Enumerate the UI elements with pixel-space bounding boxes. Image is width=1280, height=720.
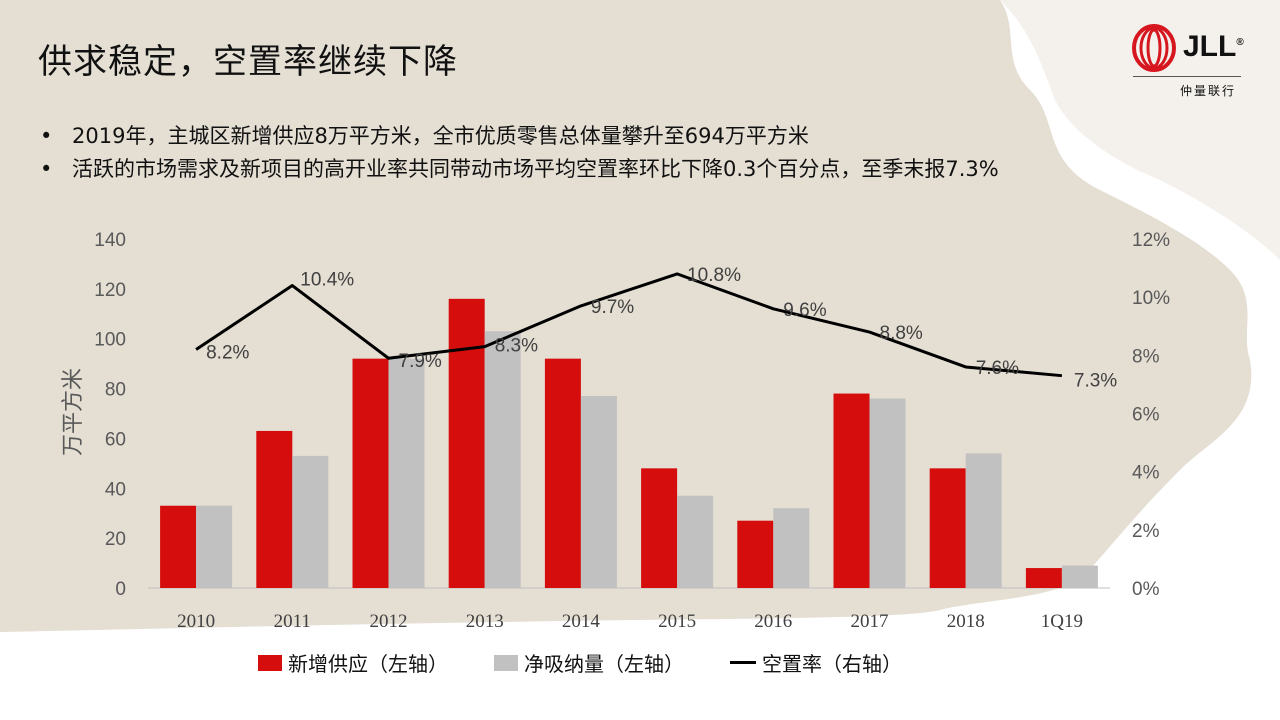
logo-wordmark: JLL®: [1183, 30, 1244, 63]
legend-item-absorption: 净吸纳量（左轴）: [494, 648, 684, 677]
bar-supply: [929, 468, 966, 588]
bullet-list: • 2019年，主城区新增供应8万平方米，全市优质零售总体量攀升至694万平方米 …: [40, 120, 999, 186]
x-tick-label: 2018: [947, 611, 985, 632]
x-tick-label: 2016: [754, 611, 792, 632]
x-tick-label: 1Q19: [1041, 611, 1083, 632]
legend-label-supply: 新增供应（左轴）: [288, 652, 448, 676]
y-tick-label: 120: [94, 280, 126, 301]
y-tick-label: 60: [105, 429, 126, 450]
legend-swatch-absorption: [494, 654, 518, 671]
chart-legend: 新增供应（左轴） 净吸纳量（左轴） 空置率（右轴）: [258, 648, 948, 677]
y-tick-label: 80: [105, 380, 126, 401]
y-tick-label: 140: [94, 230, 126, 251]
x-tick-label: 2015: [658, 611, 696, 632]
y2-tick-label: 12%: [1132, 230, 1170, 251]
y-axis-title: 万平方米: [61, 368, 86, 456]
y2-tick-label: 4%: [1132, 463, 1160, 484]
vacancy-data-label: 8.8%: [880, 323, 923, 344]
bar-absorption: [965, 453, 1002, 588]
vacancy-data-label: 7.6%: [976, 358, 1019, 379]
y2-tick-label: 0%: [1132, 579, 1160, 600]
y2-tick-label: 8%: [1132, 346, 1160, 367]
vacancy-data-label: 8.2%: [206, 343, 249, 364]
bar-absorption: [869, 398, 906, 588]
bullet-dot: •: [40, 157, 53, 181]
y2-tick-label: 10%: [1132, 288, 1170, 309]
y2-tick-label: 6%: [1132, 405, 1160, 426]
vacancy-data-label: 10.8%: [687, 265, 741, 286]
bullet-dot: •: [40, 124, 53, 148]
x-tick-label: 2012: [370, 611, 408, 632]
logo-subtitle: 仲量联行: [1180, 84, 1237, 98]
bar-supply: [737, 520, 774, 588]
legend-item-vacancy: 空置率（右轴）: [730, 648, 902, 677]
vacancy-data-label: 7.9%: [399, 351, 442, 372]
x-tick-label: 2014: [562, 611, 601, 632]
y2-tick-label: 2%: [1132, 521, 1160, 542]
y-tick-label: 100: [94, 330, 126, 351]
y-tick-label: 20: [105, 529, 126, 550]
bar-supply: [1025, 568, 1062, 588]
vacancy-data-label: 10.4%: [300, 270, 354, 291]
bar-supply: [833, 393, 870, 588]
bar-absorption: [580, 396, 617, 588]
bar-absorption: [1061, 565, 1098, 588]
legend-swatch-supply: [258, 654, 282, 671]
logo-divider: [1133, 76, 1241, 77]
jll-logo-icon: [1132, 24, 1176, 72]
bullet-text: 活跃的市场需求及新项目的高开业率共同带动市场平均空置率环比下降0.3个百分点，至…: [72, 157, 999, 181]
x-tick-label: 2011: [274, 611, 311, 632]
vacancy-data-label: 9.6%: [783, 300, 826, 321]
bar-supply: [641, 468, 678, 588]
legend-item-supply: 新增供应（左轴）: [258, 648, 448, 677]
x-tick-label: 2017: [851, 611, 889, 632]
bar-absorption: [292, 455, 329, 588]
bar-supply: [544, 358, 581, 588]
vacancy-data-label: 7.3%: [1074, 371, 1117, 392]
bar-absorption: [484, 331, 521, 588]
y-tick-label: 40: [105, 479, 126, 500]
bar-absorption: [196, 505, 233, 588]
bar-absorption: [677, 495, 714, 588]
legend-label-absorption: 净吸纳量（左轴）: [524, 652, 684, 676]
vacancy-data-label: 9.7%: [591, 297, 634, 318]
bar-supply: [352, 358, 389, 588]
page-title: 供求稳定，空置率继续下降: [38, 42, 458, 82]
bullet-text: 2019年，主城区新增供应8万平方米，全市优质零售总体量攀升至694万平方米: [72, 124, 809, 148]
bullet-item: • 活跃的市场需求及新项目的高开业率共同带动市场平均空置率环比下降0.3个百分点，…: [40, 153, 999, 186]
vacancy-line: [195, 272, 1063, 378]
x-tick-label: 2010: [177, 611, 215, 632]
bar-supply: [448, 298, 485, 588]
x-tick-label: 2013: [466, 611, 504, 632]
bar-absorption: [773, 508, 810, 588]
legend-label-vacancy: 空置率（右轴）: [762, 652, 902, 676]
bar-supply: [256, 430, 293, 588]
y-tick-label: 0: [115, 579, 126, 600]
legend-swatch-vacancy: [730, 661, 756, 664]
vacancy-data-label: 8.3%: [495, 336, 538, 357]
bullet-item: • 2019年，主城区新增供应8万平方米，全市优质零售总体量攀升至694万平方米: [40, 120, 999, 153]
bar-supply: [160, 505, 197, 588]
bar-absorption: [388, 358, 425, 588]
